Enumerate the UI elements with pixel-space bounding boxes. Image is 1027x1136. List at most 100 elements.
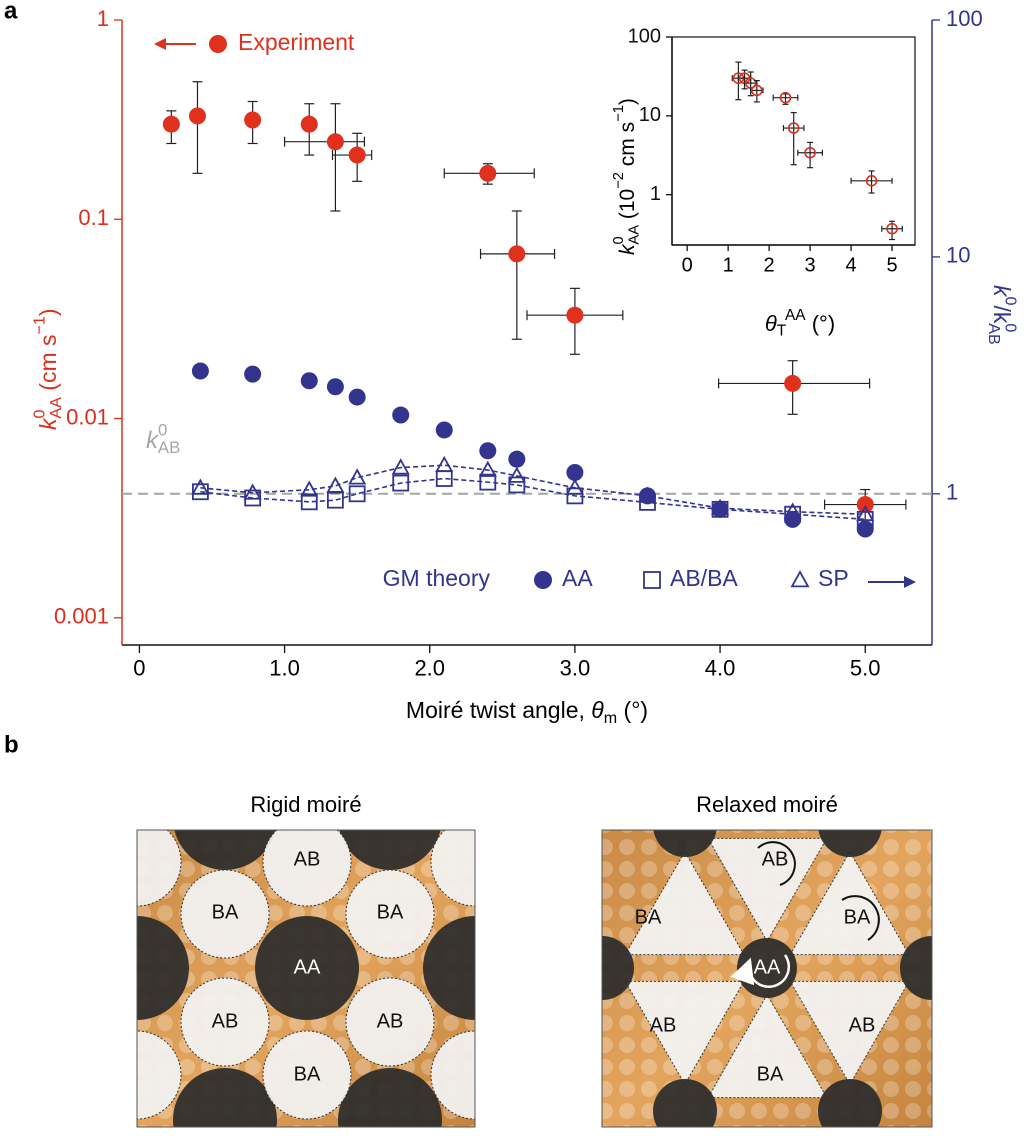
label-part: (°) <box>806 311 836 336</box>
y-tick-label: 1 <box>97 6 109 31</box>
marker <box>348 485 366 503</box>
label-part: ) <box>35 308 61 316</box>
axis-label: Moiré twist angle, θm (°) <box>406 697 648 727</box>
marker <box>300 115 318 133</box>
domain-triangle <box>789 850 910 956</box>
marker <box>479 473 497 491</box>
legend-label: AB/BA <box>670 565 738 591</box>
domain-triangle <box>707 993 828 1099</box>
domain-label: AB <box>294 848 321 870</box>
marker <box>783 502 802 519</box>
diagram-frame <box>136 829 476 1128</box>
x-tick-label: 2.0 <box>414 655 445 680</box>
domain-label: BA <box>757 1063 784 1085</box>
marker <box>435 455 454 473</box>
label-part: (10 <box>616 189 639 225</box>
label-part: 0 <box>1001 323 1019 332</box>
rotation-arrows <box>757 841 880 941</box>
marker <box>348 468 367 485</box>
marker <box>300 480 319 497</box>
x-tick-label: 3.0 <box>560 655 591 680</box>
marker <box>478 460 497 477</box>
marker <box>188 107 206 125</box>
marker <box>348 146 366 164</box>
domain-label: BA <box>294 1063 321 1085</box>
marker <box>326 133 344 151</box>
label-part: −1 <box>31 316 49 334</box>
axis-label: k0AA (10−2 cm s−1) <box>611 98 642 255</box>
marker <box>244 365 262 383</box>
domain-triangle <box>707 837 828 943</box>
marker <box>566 306 584 324</box>
marker <box>784 374 802 392</box>
marker <box>392 474 410 492</box>
domain-label: AB <box>377 1010 404 1032</box>
label-part: θ <box>765 311 777 336</box>
y2-tick-label: 1 <box>946 480 958 505</box>
y-tick-label: 0.01 <box>66 404 109 429</box>
marker <box>326 378 344 396</box>
x-tick-label: 1 <box>723 254 734 276</box>
series-line <box>200 464 866 516</box>
label-part: −1 <box>611 105 627 122</box>
marker <box>435 470 453 487</box>
axis-label: k0 AB <box>146 421 180 457</box>
domain-triangle <box>624 980 745 1086</box>
label-part: AA <box>626 225 642 245</box>
label-part: 0 <box>31 410 49 419</box>
marker <box>790 570 810 588</box>
diagram-title: Rigid moiré <box>250 792 361 817</box>
label-part: T <box>777 323 787 340</box>
label-part: ) <box>616 98 639 105</box>
domain-label: AA <box>754 956 781 978</box>
marker <box>326 476 345 493</box>
marker <box>856 520 874 538</box>
marker <box>886 222 898 235</box>
domain-triangle <box>789 980 910 1086</box>
x-tick-label: 5 <box>886 254 897 276</box>
label-part: 0 <box>158 421 167 440</box>
diagram-frame <box>601 829 933 1128</box>
domain-label: BA <box>212 901 239 923</box>
y-tick-label: 10 <box>639 104 661 126</box>
label-part: k <box>35 417 61 430</box>
marker <box>392 406 410 424</box>
marker <box>191 483 209 501</box>
marker <box>784 505 802 523</box>
series-line <box>200 477 866 521</box>
x-tick-label: 4.0 <box>705 655 736 680</box>
domain-label: BA <box>635 906 662 928</box>
axis-label: θTAA (°) <box>765 307 835 340</box>
marker <box>638 486 657 503</box>
label-part: AA <box>785 307 806 324</box>
marker <box>435 421 453 439</box>
marker <box>508 476 526 494</box>
x-tick-label: 2 <box>764 254 775 276</box>
marker <box>191 362 209 380</box>
marker <box>326 491 344 509</box>
x-tick-label: 5.0 <box>850 655 881 680</box>
marker <box>479 442 497 460</box>
domain-label: BA <box>844 906 871 928</box>
marker <box>566 463 584 481</box>
marker <box>243 483 262 500</box>
marker <box>711 498 730 516</box>
legend-label: SP <box>818 565 849 591</box>
label-part: θ <box>591 697 604 723</box>
y-tick-label: 100 <box>628 25 661 47</box>
domain-label: AA <box>294 956 321 978</box>
marker <box>162 115 180 133</box>
label-part: (cm s <box>35 334 61 397</box>
legend-arrow-head <box>904 576 916 588</box>
relaxed-moire <box>602 830 932 1127</box>
marker <box>865 174 878 187</box>
domain-label: AB <box>762 848 789 870</box>
diagram-title: Relaxed moiré <box>696 792 838 817</box>
domain-triangle <box>624 850 745 956</box>
y-tick-label: 1 <box>650 183 661 205</box>
label-part: Moiré twist angle, <box>406 697 591 723</box>
x-tick-label: 0 <box>682 254 693 276</box>
label-part: 0 <box>611 236 627 244</box>
marker <box>787 122 800 134</box>
